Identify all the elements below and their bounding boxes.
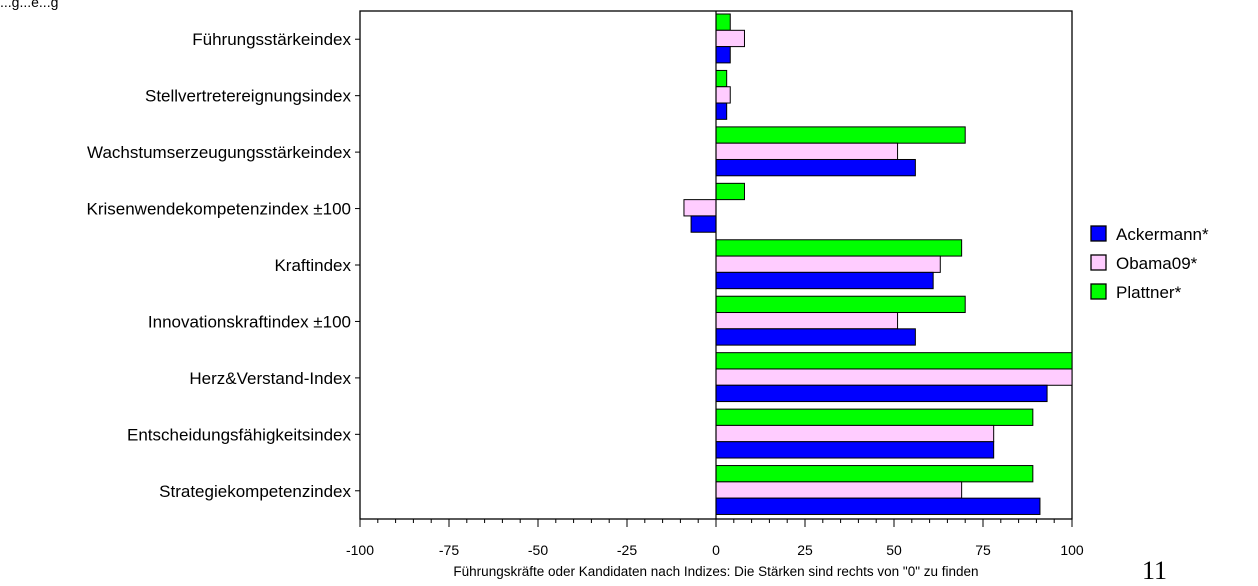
legend-swatch-obama09 [1090,254,1107,271]
bar-ackermann-0 [715,46,731,64]
bars [683,13,1073,515]
legend-label-obama09: Obama09* [1116,254,1198,273]
legend-label-plattner: Plattner* [1116,283,1182,302]
axes: Führungsstärkeindex Stellvertretereignung… [87,11,1084,579]
y-tick-label: Innovationskraftindex ±100 [148,312,351,331]
bar-obama09-6 [715,368,1073,386]
bar-plattner-2 [715,126,966,144]
x-tick-label: -50 [528,542,548,558]
bar-plattner-4 [715,239,963,257]
bar-plattner-3 [715,182,745,201]
x-tick-label: -75 [439,542,459,558]
y-tick-label: Strategiekompetenzindex [159,482,351,501]
legend-swatch-plattner [1090,283,1107,300]
y-tick-label: Stellvertretereignungsindex [145,87,352,106]
legend-label-ackermann: Ackermann* [1116,225,1209,244]
bar-obama09-1 [715,86,731,104]
bar-ackermann-7 [715,441,995,459]
bar-obama09-5 [715,312,899,330]
y-tick-label: Wachstumserzeugungsstärkeindex [87,143,351,162]
y-tick-label: Krisenwendekompetenzindex ±100 [87,200,352,219]
x-tick-label: 75 [975,542,991,558]
bar-obama09-3 [683,199,717,217]
x-tick-label: 0 [712,542,720,558]
x-tick-label: -25 [617,542,637,558]
bar-plattner-1 [715,69,728,88]
bar-obama09-2 [715,142,899,160]
y-tick-label: Führungsstärkeindex [192,30,351,49]
bar-ackermann-4 [715,271,934,290]
bar-plattner-0 [715,13,731,31]
bar-ackermann-5 [715,328,916,346]
x-tick-label: -100 [346,542,374,558]
bar-obama09-8 [715,481,963,499]
x-tick-label: 50 [886,542,902,558]
bar-plattner-6 [715,352,1073,370]
bar-obama09-7 [715,424,995,443]
chart-title-fragment: ...g...e...g [0,0,59,10]
bar-ackermann-8 [715,497,1041,515]
legend: Ackermann* Obama09* Plattner* [1090,225,1209,302]
bar-plattner-8 [715,465,1034,483]
bar-plattner-5 [715,295,966,314]
x-tick-label: 100 [1060,542,1084,558]
bar-ackermann-2 [715,158,916,177]
bar-obama09-0 [715,29,745,48]
y-tick-label: Kraftindex [274,256,351,275]
bar-ackermann-1 [715,102,728,120]
bar-plattner-7 [715,408,1034,426]
x-axis-label: Führungskräfte oder Kandidaten nach Indi… [453,564,978,579]
bar-ackermann-3 [690,215,717,233]
legend-swatch-ackermann [1090,225,1107,242]
page-number: 11 [1142,556,1168,585]
bar-ackermann-6 [715,384,1048,403]
y-tick-label: Herz&Verstand-Index [189,369,351,388]
y-tick-label: Entscheidungsfähigkeitsindex [127,425,351,444]
x-tick-label: 25 [797,542,813,558]
bar-obama09-4 [715,255,941,273]
